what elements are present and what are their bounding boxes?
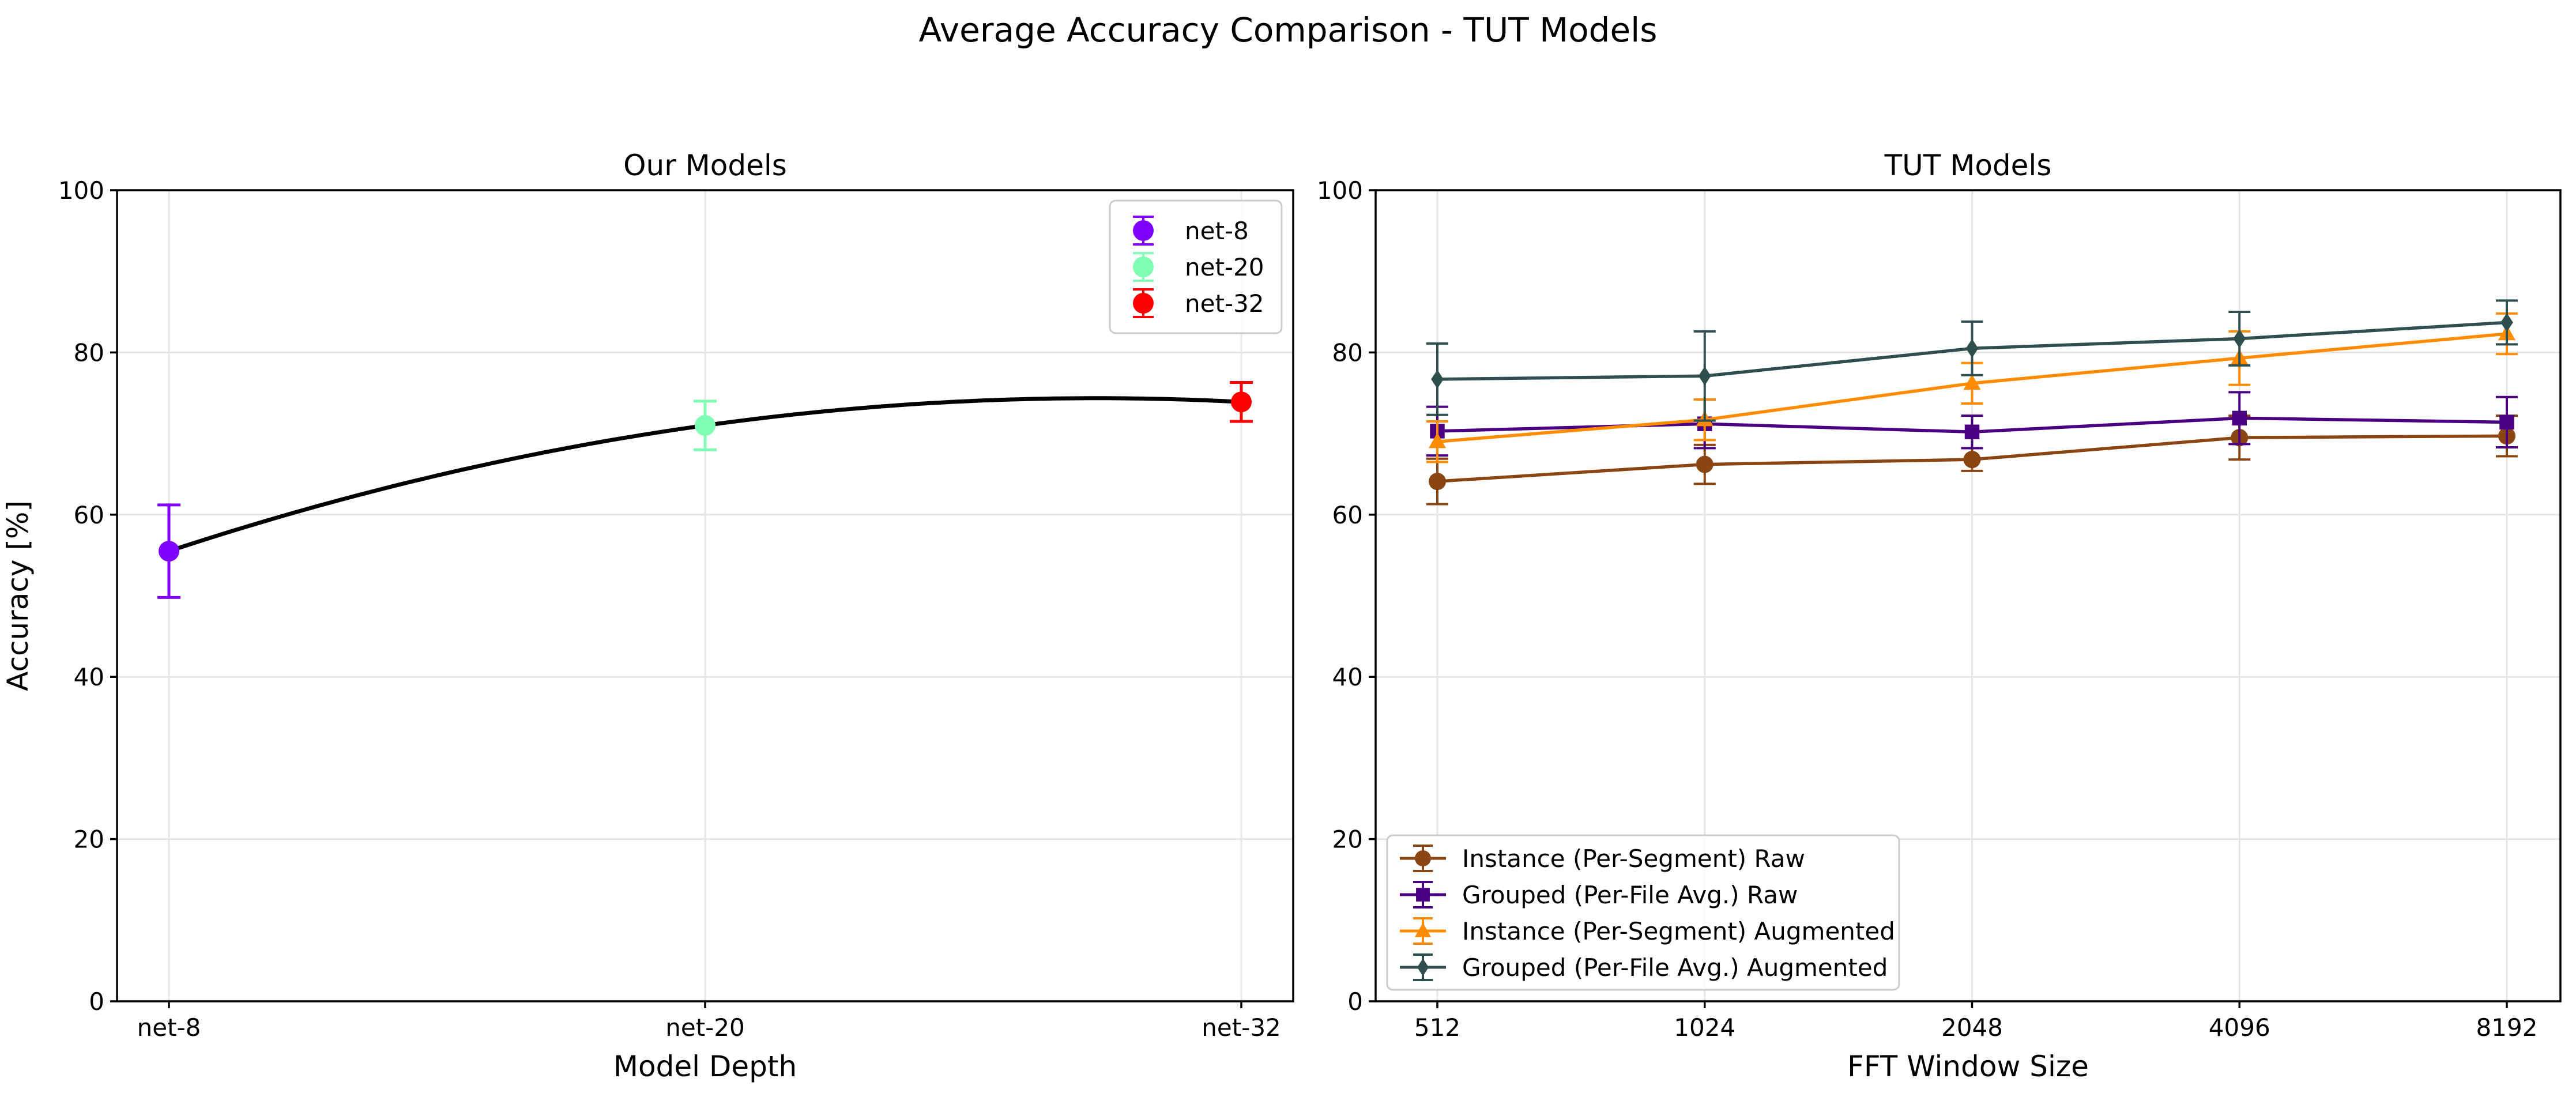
right-xtick-label-2: 2048 (1941, 1013, 2003, 1042)
left-title: Our Models (623, 149, 787, 182)
right-legend-label-2: Instance (Per-Segment) Augmented (1462, 917, 1895, 945)
right-legend-label-1: Grouped (Per-File Avg.) Raw (1462, 881, 1798, 909)
left-point-net-32 (1231, 391, 1252, 413)
right-xlabel: FFT Window Size (1847, 1050, 2089, 1083)
right-legend-box (1386, 834, 1900, 991)
right-legend-label-3: Grouped (Per-File Avg.) Augmented (1462, 953, 1888, 982)
right-xtick-label-1: 1024 (1674, 1013, 1735, 1042)
right-legend-label-0: Instance (Per-Segment) Raw (1462, 845, 1805, 873)
right-xtick-label-3: 4096 (2209, 1013, 2270, 1042)
right-point-0-1 (1696, 455, 1713, 473)
right-point-0-2 (1963, 451, 1981, 469)
right-point-3-4 (2500, 312, 2513, 332)
panel-tut-models: 0 20 40 60 80 100 512 1024 2048 4096 8192 TUT Model… (1317, 149, 2562, 1083)
left-xtick-label-0: net-8 (137, 1013, 201, 1042)
panel-our-models: 0 20 40 60 80 100 net-8 net-20 net-32 Our Models M… (1, 149, 1294, 1083)
right-ytick-label-2: 40 (1332, 663, 1363, 691)
right-xtick-label-4: 8192 (2476, 1013, 2538, 1042)
left-legend-marker-net-20 (1133, 257, 1154, 277)
left-ytick-label-3: 60 (74, 501, 104, 529)
right-legend-marker-3 (1417, 958, 1429, 977)
left-point-net-8 (159, 541, 179, 562)
left-ytick-label-4: 80 (74, 338, 104, 367)
left-xlabel: Model Depth (613, 1050, 797, 1083)
left-legend-marker-net-8 (1133, 220, 1154, 241)
right-point-0-0 (1429, 473, 1446, 491)
right-ytick-label-5: 100 (1317, 176, 1363, 205)
left-ytick-label-5: 100 (58, 176, 104, 205)
right-point-1-3 (2232, 410, 2247, 426)
right-series-3 (1426, 299, 2518, 422)
left-ylabel: Accuracy [%] (1, 500, 35, 691)
left-legend-label-net-20: net-20 (1185, 253, 1264, 281)
right-point-1-2 (1964, 424, 1980, 440)
left-ytick-label-0: 0 (89, 987, 104, 1016)
left-ytick-label-1: 20 (74, 825, 104, 854)
figure-suptitle: Average Accuracy Comparison - TUT Models (918, 10, 1657, 50)
left-legend-label-net-8: net-8 (1185, 217, 1249, 245)
right-ytick-label-1: 20 (1332, 825, 1363, 854)
left-legend: net-8 net-20 net-32 (1109, 199, 1283, 334)
right-legend-marker-2 (1415, 922, 1431, 937)
right-xtick-label-0: 512 (1414, 1013, 1460, 1042)
left-xtick-label-2: net-32 (1202, 1013, 1281, 1042)
right-plot-frame (1374, 189, 2562, 1002)
right-point-2-2 (1963, 374, 1981, 390)
right-point-3-3 (2233, 329, 2246, 348)
right-point-3-1 (1698, 366, 1711, 386)
right-legend-marker-0 (1415, 850, 1431, 866)
right-legend-marker-1 (1416, 888, 1430, 902)
right-ytick-label-0: 0 (1347, 987, 1363, 1016)
left-ytick-label-2: 40 (74, 663, 104, 691)
right-point-3-2 (1965, 338, 1979, 358)
right-ytick-label-4: 80 (1332, 338, 1363, 367)
left-point-net-20 (695, 415, 715, 436)
right-point-3-0 (1431, 370, 1444, 389)
left-legend-label-net-32: net-32 (1185, 289, 1264, 318)
left-legend-marker-net-32 (1133, 293, 1154, 314)
left-xtick-label-1: net-20 (665, 1013, 745, 1042)
right-legend: Instance (Per-Segment) Raw Grouped (Per-F… (1386, 834, 1900, 991)
right-point-1-4 (2499, 414, 2514, 430)
right-title: TUT Models (1884, 149, 2052, 182)
right-ytick-label-3: 60 (1332, 501, 1363, 529)
right-point-2-0 (1429, 432, 1446, 448)
